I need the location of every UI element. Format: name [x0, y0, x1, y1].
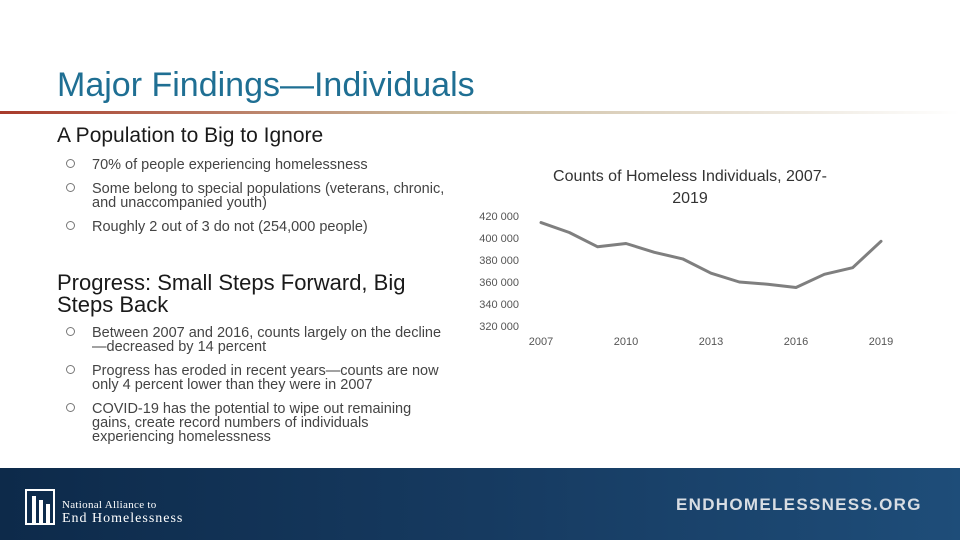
section2-bullets: Between 2007 and 2016, counts largely on…: [66, 326, 446, 454]
bullet-circle-icon: [66, 183, 75, 192]
bullet-text: 70% of people experiencing homelessness: [92, 157, 368, 173]
bullet-text: Between 2007 and 2016, counts largely on…: [92, 325, 442, 355]
bullet-text: Some belong to special populations (vete…: [92, 181, 445, 211]
section2-heading: Progress: Small Steps Forward, Big Steps…: [57, 270, 406, 317]
bullet-item: Progress has eroded in recent years—coun…: [66, 364, 446, 392]
bullet-text: Progress has eroded in recent years—coun…: [92, 363, 439, 393]
x-tick-label: 2010: [614, 336, 638, 348]
logo-text-line2: End Homelessness: [62, 511, 184, 526]
x-tick-label: 2016: [784, 336, 808, 348]
bullet-item: COVID-19 has the potential to wipe out r…: [66, 402, 446, 444]
logo-text-line1: National Alliance to: [62, 499, 157, 511]
section1-heading: A Population to Big to Ignore: [57, 124, 324, 147]
bullet-text: Roughly 2 out of 3 do not (254,000 peopl…: [92, 219, 368, 235]
bullet-item: Between 2007 and 2016, counts largely on…: [66, 326, 446, 354]
x-tick-label: 2013: [699, 336, 723, 348]
bullet-circle-icon: [66, 159, 75, 168]
x-tick-label: 2007: [529, 336, 553, 348]
bullet-item: Some belong to special populations (vete…: [66, 182, 446, 210]
bullet-text: COVID-19 has the potential to wipe out r…: [92, 401, 412, 445]
y-tick-label: 420 000: [479, 211, 519, 223]
y-tick-label: 340 000: [479, 299, 519, 311]
website-url: ENDHOMELESSNESS.ORG: [676, 495, 922, 514]
bullet-circle-icon: [66, 403, 75, 412]
alliance-logo-icon: [25, 489, 55, 525]
y-tick-label: 380 000: [479, 255, 519, 267]
bullet-item: Roughly 2 out of 3 do not (254,000 peopl…: [66, 220, 446, 234]
chart-title: Counts of Homeless Individuals, 2007-201…: [553, 168, 827, 207]
y-tick-label: 320 000: [479, 321, 519, 333]
bullet-circle-icon: [66, 327, 75, 336]
slide-title: Major Findings—Individuals: [57, 66, 475, 104]
bullet-circle-icon: [66, 365, 75, 374]
series-line: [539, 221, 883, 289]
title-divider: [0, 111, 960, 114]
bullet-circle-icon: [66, 221, 75, 230]
y-tick-label: 360 000: [479, 277, 519, 289]
y-tick-label: 400 000: [479, 233, 519, 245]
bullet-item: 70% of people experiencing homelessness: [66, 158, 446, 172]
x-tick-label: 2019: [869, 336, 893, 348]
footer-bar: [0, 468, 960, 540]
section1-bullets: 70% of people experiencing homelessness …: [66, 158, 446, 244]
